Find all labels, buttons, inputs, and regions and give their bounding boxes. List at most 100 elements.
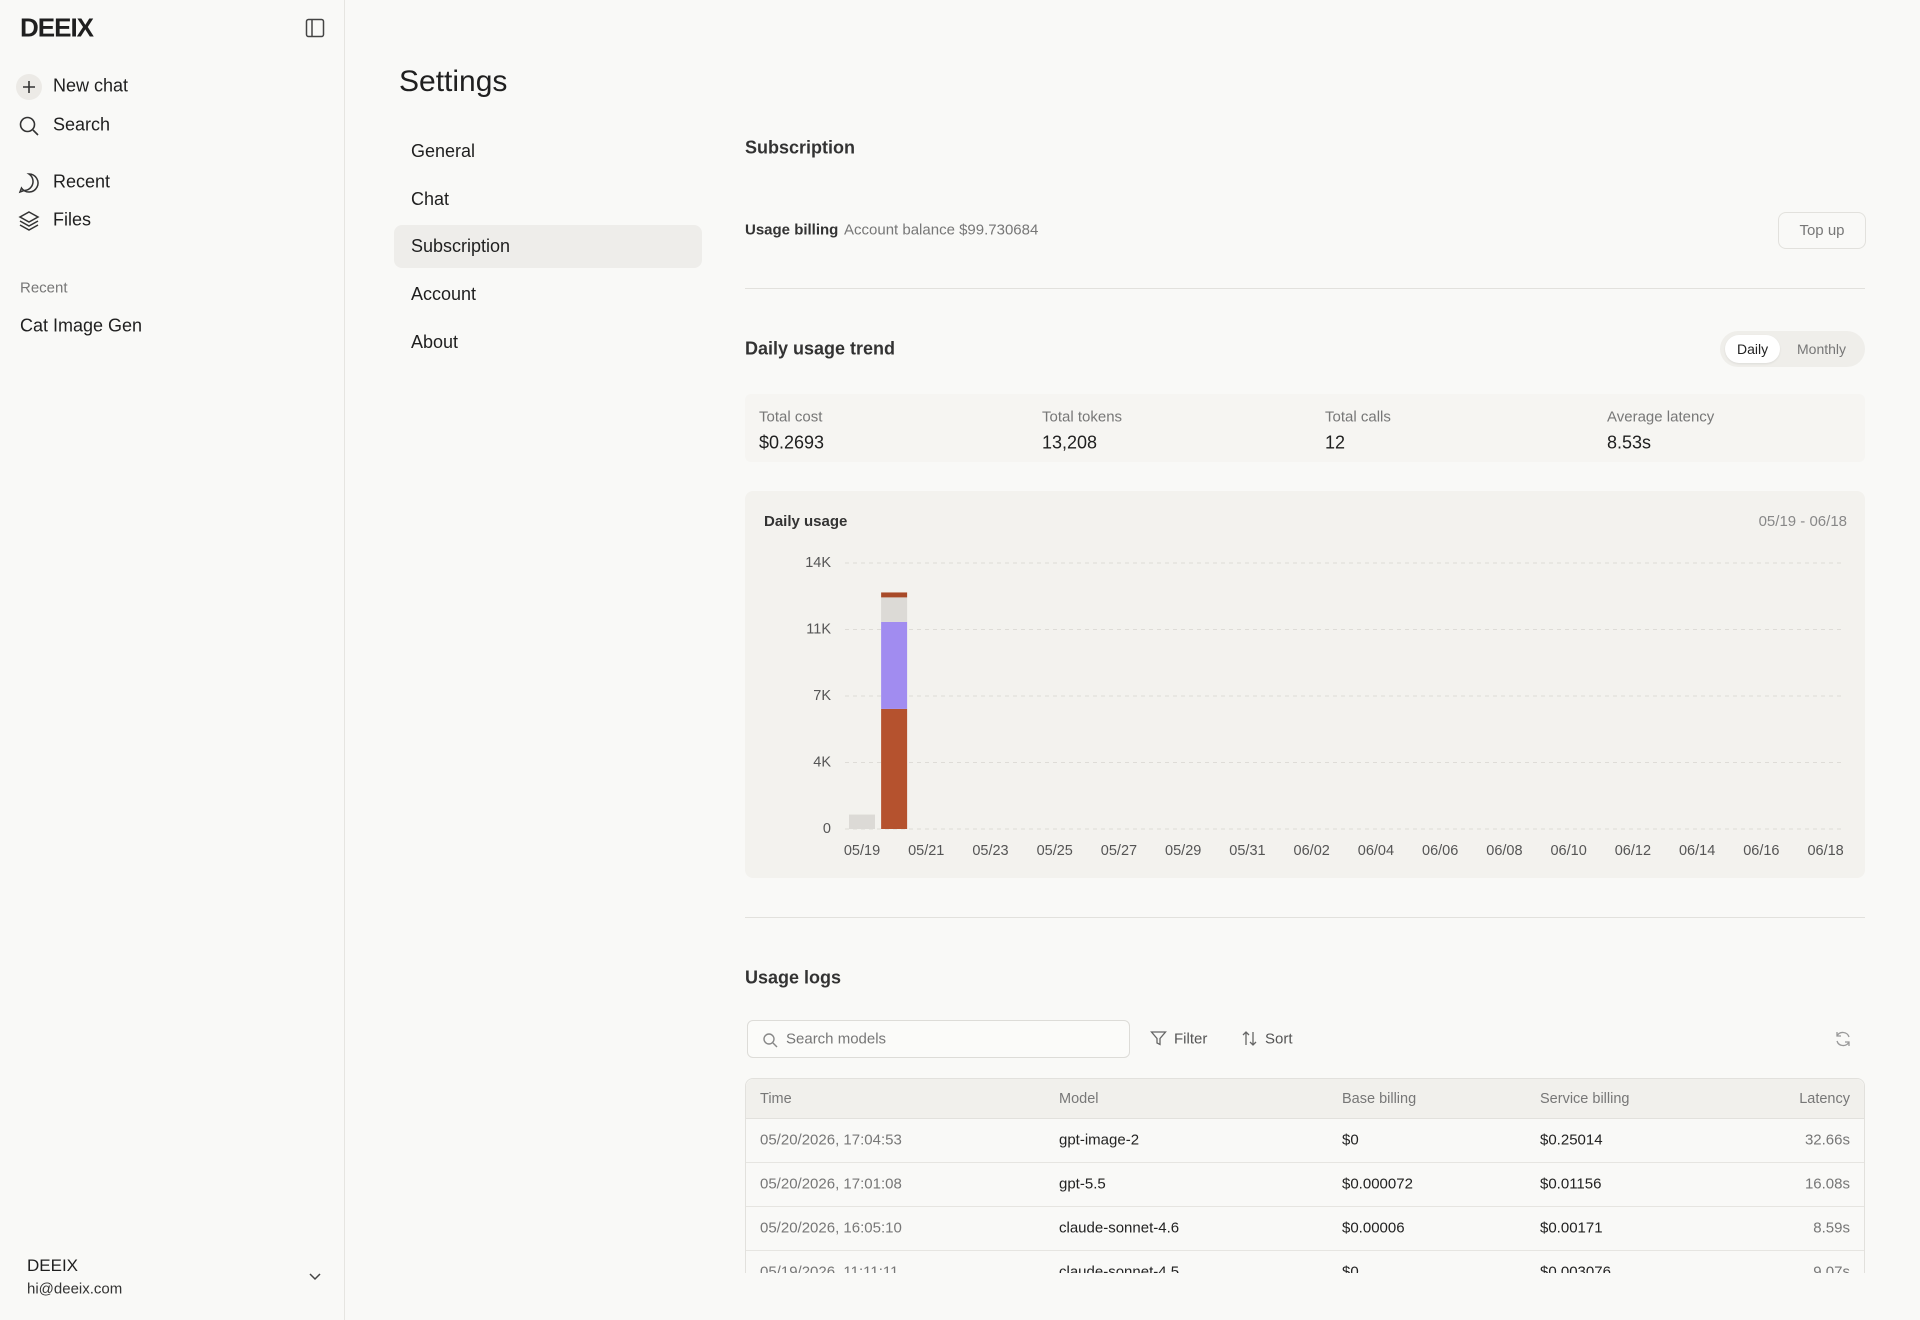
- x-tick-label: 05/19: [844, 843, 880, 859]
- bar-segment: [881, 592, 908, 598]
- stats-panel: [745, 394, 1865, 462]
- refresh-button[interactable]: [1834, 1030, 1852, 1048]
- table-cell: $0: [1342, 1263, 1359, 1274]
- y-tick-label: 4K: [813, 754, 831, 770]
- sort-icon[interactable]: [1241, 1030, 1258, 1047]
- new-chat[interactable]: New chat: [53, 75, 129, 96]
- stat-label: Total calls: [1325, 408, 1391, 426]
- table-cell: 16.08s: [1804, 1175, 1850, 1193]
- balance: Account balance $99.730684: [844, 221, 1039, 239]
- logo[interactable]: DEEIX: [20, 12, 94, 43]
- table-cell: $0.25014: [1540, 1131, 1603, 1149]
- search-icon[interactable]: [18, 115, 40, 137]
- x-tick-label: 06/16: [1743, 843, 1779, 859]
- x-tick-label: 05/21: [908, 843, 944, 859]
- x-tick-label: 05/29: [1165, 843, 1201, 859]
- table-cell: claude-sonnet-4.5: [1059, 1263, 1180, 1274]
- stat-value: $0.2693: [759, 432, 825, 453]
- x-tick-label: 05/23: [972, 843, 1008, 859]
- sort-button[interactable]: Sort: [1265, 1030, 1293, 1048]
- search-icon: [763, 1033, 778, 1048]
- x-tick-label: 06/18: [1807, 843, 1843, 859]
- table-cell: gpt-5.5: [1059, 1175, 1106, 1193]
- table-header: [746, 1079, 1864, 1119]
- row-divider: [746, 1162, 1864, 1163]
- files-icon[interactable]: [18, 210, 40, 232]
- table-cell: $0: [1342, 1131, 1359, 1149]
- new-chat-icon[interactable]: [15, 73, 43, 101]
- column-header: Base billing: [1342, 1091, 1417, 1107]
- x-tick-label: 06/14: [1679, 843, 1715, 859]
- search-placeholder: Search models: [786, 1030, 887, 1048]
- x-tick-label: 05/27: [1101, 843, 1137, 859]
- table-cell: 05/20/2026, 16:05:10: [760, 1219, 902, 1237]
- x-tick-label: 06/08: [1486, 843, 1522, 859]
- column-header: Latency: [1799, 1091, 1850, 1107]
- y-tick-label: 14K: [805, 555, 831, 571]
- recent-chat[interactable]: Cat Image Gen: [20, 315, 143, 336]
- bar-segment: [881, 621, 908, 709]
- table-cell: 05/20/2026, 17:04:53: [760, 1131, 902, 1149]
- x-tick-label: 06/06: [1422, 843, 1458, 859]
- stat-value: 8.53s: [1607, 432, 1652, 453]
- y-tick-label: 11K: [806, 621, 831, 637]
- table-cell: 8.59s: [1813, 1219, 1850, 1237]
- table-cell: 32.66s: [1804, 1131, 1850, 1149]
- row-divider: [746, 1250, 1864, 1251]
- toggle-option[interactable]: Monthly: [1797, 341, 1847, 357]
- user-name[interactable]: DEEIX: [27, 1256, 79, 1275]
- column-header: Service billing: [1540, 1091, 1630, 1107]
- table-cell: $0.01156: [1540, 1175, 1602, 1193]
- table-cell: gpt-image-2: [1059, 1131, 1140, 1149]
- stat-label: Total cost: [759, 408, 823, 426]
- user-menu[interactable]: [307, 1268, 323, 1284]
- divider: [745, 288, 1865, 289]
- search[interactable]: Search: [53, 114, 111, 135]
- table-cell: $0.000072: [1342, 1175, 1413, 1193]
- settings-nav-item[interactable]: Account: [411, 284, 477, 304]
- settings-nav-item[interactable]: Subscription: [394, 225, 702, 268]
- trend-heading: Daily usage trend: [745, 338, 896, 359]
- x-tick-label: 05/31: [1229, 843, 1265, 859]
- stat-label: Average latency: [1607, 408, 1715, 426]
- logs-heading: Usage logs: [745, 967, 842, 988]
- table-cell: claude-sonnet-4.6: [1059, 1219, 1180, 1237]
- sidebar: DEEIX New chat Search Recent Files Recen…: [0, 0, 345, 1320]
- settings-nav-item[interactable]: General: [411, 141, 476, 161]
- settings-nav-item[interactable]: Chat: [411, 189, 450, 209]
- table-cell: $0.00006: [1342, 1219, 1405, 1237]
- section-label: Recent: [20, 279, 68, 297]
- toggle-option[interactable]: Daily: [1725, 335, 1781, 363]
- files[interactable]: Files: [53, 209, 92, 230]
- x-tick-label: 06/04: [1358, 843, 1394, 859]
- x-tick-label: 06/10: [1550, 843, 1586, 859]
- table-cell: 05/20/2026, 17:01:08: [760, 1175, 902, 1193]
- bar-segment: [881, 597, 908, 622]
- subscription-heading: Subscription: [745, 137, 856, 158]
- logs-table-viewport: Time Model Base billing Service billing Late…: [745, 1078, 1865, 1273]
- table-cell: 05/19/2026, 11:11:11: [760, 1263, 899, 1274]
- table-cell: $0.00171: [1540, 1219, 1603, 1237]
- bar-segment: [881, 708, 908, 829]
- bar-segment: [849, 814, 875, 829]
- filter-button[interactable]: Filter: [1174, 1030, 1208, 1048]
- x-tick-label: 06/02: [1294, 843, 1330, 859]
- table-cell: $0.003076: [1540, 1263, 1611, 1274]
- top-up-button[interactable]: Top up: [1778, 212, 1866, 249]
- stat-value: 12: [1325, 432, 1346, 453]
- search-box[interactable]: Search models: [747, 1020, 1130, 1058]
- user-email[interactable]: hi@deeix.com: [27, 1280, 123, 1298]
- recent[interactable]: Recent: [53, 171, 111, 192]
- settings-nav-item[interactable]: About: [411, 332, 459, 352]
- recent-icon[interactable]: [18, 172, 40, 194]
- filter-icon[interactable]: [1150, 1030, 1167, 1047]
- chart-subtitle: 05/19 - 06/18: [1759, 513, 1847, 530]
- sidebar-toggle[interactable]: [305, 18, 325, 38]
- chart-title: Daily usage: [764, 513, 847, 530]
- y-tick-label: 0: [823, 821, 831, 837]
- chart: Daily usage 05/19 - 06/18 0 4K 7K 11K 14K 05/…: [764, 513, 1847, 859]
- x-tick-label: 05/25: [1037, 843, 1073, 859]
- billing-label: Usage billing: [745, 221, 839, 239]
- chart-panel: [745, 491, 1865, 878]
